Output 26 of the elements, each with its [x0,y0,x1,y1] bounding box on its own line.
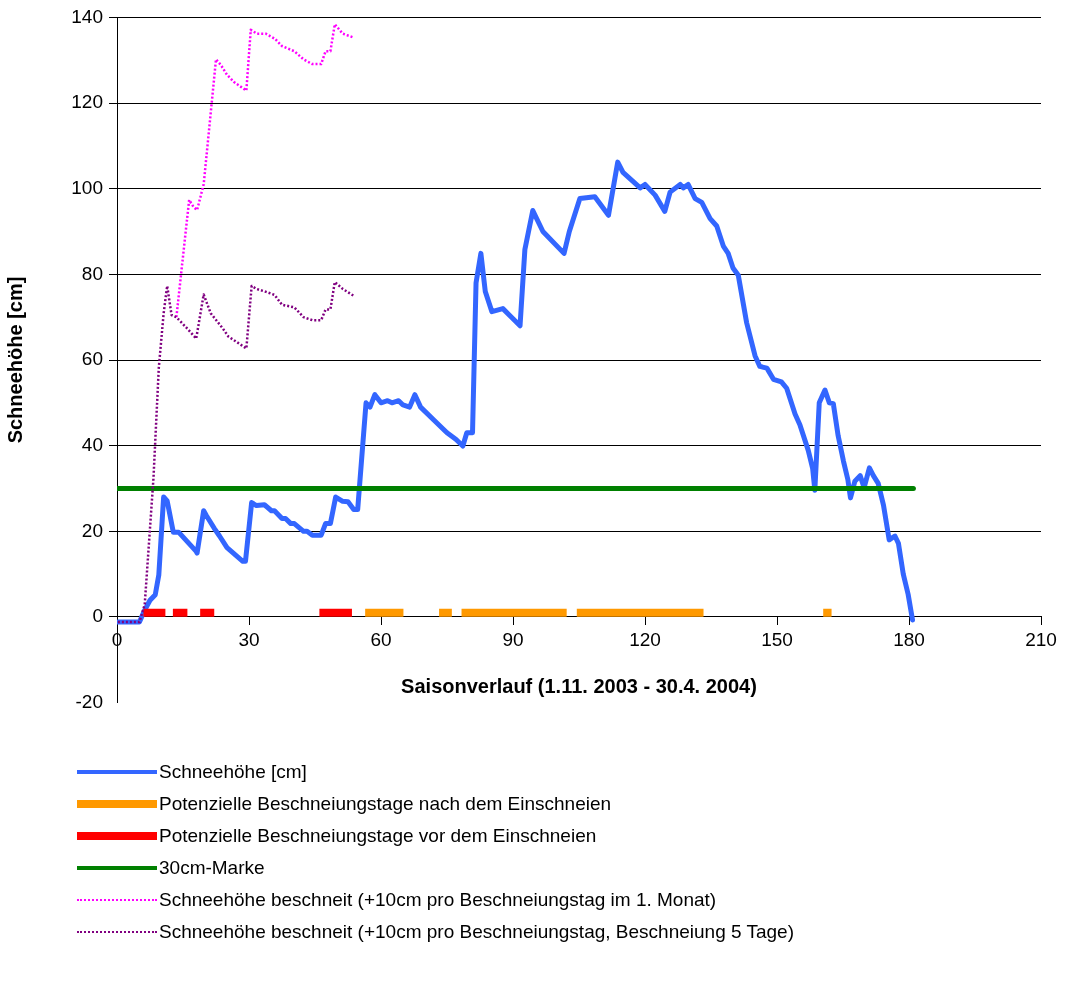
y-tick-label: 60 [81,348,103,370]
y-tick-label: 0 [92,605,103,627]
y-tick-label: 120 [71,91,103,113]
y-tick-label: 80 [81,262,103,284]
y-tick-label: -20 [75,690,103,712]
line-series [175,23,355,319]
line-series [117,280,355,624]
legend-label: Schneehöhe beschneit (+10cm pro Beschneiungstag im 1. Monat) [159,889,717,911]
y-tick-label: 100 [71,176,103,198]
legend-label: Potenzielle Beschneiungstage nach dem Einschneien [159,793,612,815]
legend-label: 30cm-Marke [159,857,265,879]
x-tick-label: 150 [761,628,793,650]
x-tick-label: 90 [502,628,524,650]
y-tick-label: 140 [71,5,103,27]
legend-label: Schneehöhe [cm] [159,761,307,783]
x-tick-label: 60 [370,628,392,650]
x-tick-label: 210 [1025,628,1057,650]
x-tick-label: 180 [893,628,925,650]
y-axis-title: Schneehöhe [cm] [3,276,26,444]
y-tick-label: 20 [81,519,103,541]
x-axis-title: Saisonverlauf (1.11. 2003 - 30.4. 2004) [401,675,757,698]
y-tick-label: 40 [81,433,103,455]
legend-label: Potenzielle Beschneiungstage vor dem Einschneien [159,825,597,847]
x-tick-label: 30 [238,628,260,650]
legend-label: Schneehöhe beschneit (+10cm pro Beschneiungstag, Beschneiung 5 Tage) [159,921,795,943]
x-tick-label: 120 [629,628,661,650]
